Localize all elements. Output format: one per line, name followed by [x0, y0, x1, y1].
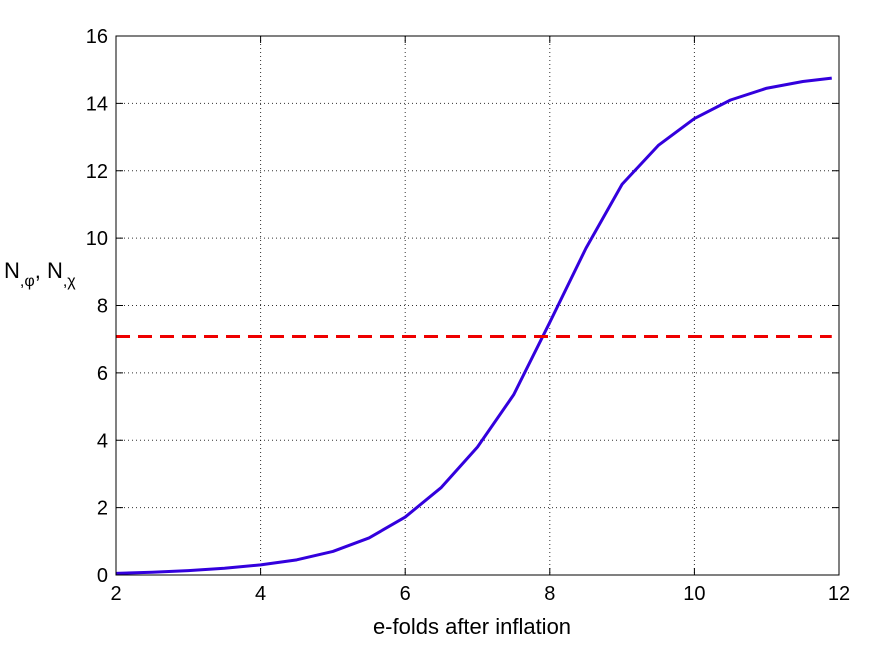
x-tick-label: 6 [400, 583, 411, 605]
grid-lines [116, 36, 839, 575]
x-tick-label: 4 [255, 583, 266, 605]
y-tick-label: 6 [97, 363, 108, 385]
y-axis-label-main-1: N [4, 258, 20, 283]
series-layer [115, 76, 832, 575]
x-axis-label: e-folds after inflation [373, 614, 571, 639]
x-tick-label: 10 [683, 583, 705, 605]
x-tick-label: 2 [110, 583, 121, 605]
y-axis-label-sep: , [35, 258, 47, 283]
y-tick-label: 16 [86, 26, 108, 48]
y-tick-label: 10 [86, 228, 108, 250]
y-tick-label: 12 [86, 161, 108, 183]
y-axis-label-main-2: N [47, 258, 63, 283]
y-axis-label-sub-2: ,χ [63, 273, 76, 290]
solid-series-line [115, 76, 832, 575]
x-tick-label: 8 [544, 583, 555, 605]
y-tick-label: 4 [97, 430, 108, 452]
y-tick-label: 2 [97, 498, 108, 520]
y-axis-label: N,φ, N,χ [4, 258, 76, 290]
y-tick-label: 14 [86, 93, 108, 115]
y-tick-label: 0 [97, 565, 108, 587]
y-tick-label: 8 [97, 296, 108, 318]
x-tick-label: 12 [828, 583, 850, 605]
y-axis-label-sub-1: ,φ [20, 273, 35, 290]
